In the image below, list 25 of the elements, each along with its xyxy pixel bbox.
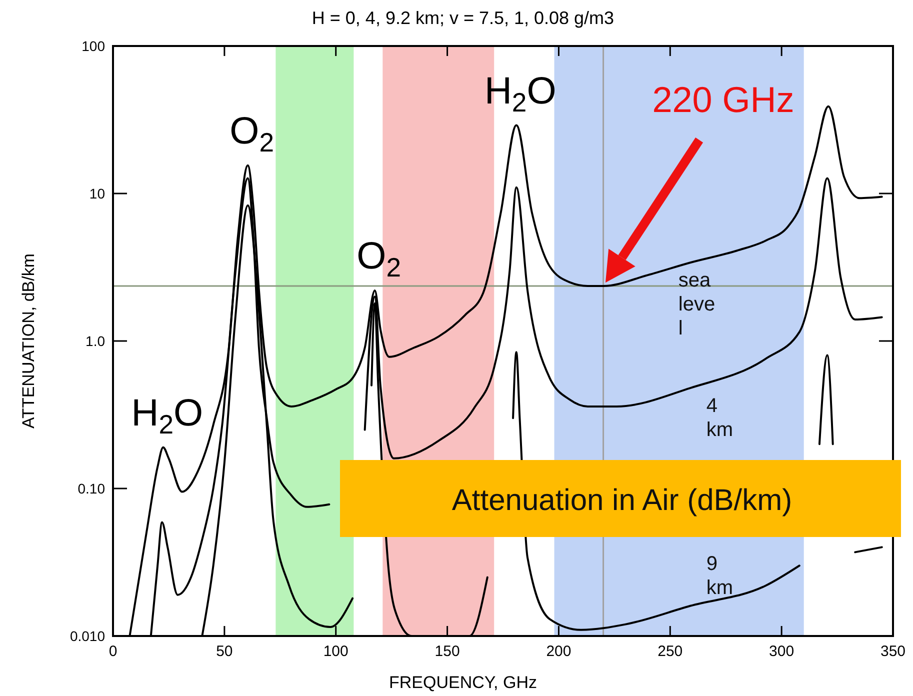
- y-axis-title: ATTENUATION, dB/km: [19, 253, 38, 429]
- chart-title: H = 0, 4, 9.2 km; v = 7.5, 1, 0.08 g/m3: [312, 8, 614, 28]
- series-label: 9 km: [706, 552, 734, 599]
- y-tick-label: 1.0: [86, 333, 106, 349]
- x-tick-label: 200: [546, 643, 572, 660]
- x-tick-label: 50: [216, 643, 233, 660]
- x-tick-label: 0: [108, 643, 118, 660]
- annotation: O$_{2}$: [356, 235, 402, 282]
- annotation: H$_{2}$O: [131, 392, 204, 440]
- annotation: O$_{2}$: [230, 110, 274, 158]
- y-tick-label: 0.010: [70, 628, 106, 644]
- x-axis-title: FREQUENCY, GHz: [389, 673, 537, 692]
- x-tick-label: 300: [769, 643, 794, 660]
- annotation: 220 GHz: [652, 79, 794, 120]
- annotation: H$_{2}$O: [484, 70, 556, 118]
- y-tick-label: 10: [89, 186, 106, 202]
- annotation: Attenuation in Air (dB/km): [452, 484, 792, 517]
- y-tick-label: 0.10: [78, 480, 106, 496]
- x-tick-label: 100: [323, 643, 348, 660]
- series-label: 4 km: [706, 395, 734, 442]
- x-tick-label: 350: [880, 643, 906, 660]
- x-tick-label: 250: [658, 643, 683, 660]
- series-label: sea level: [678, 270, 716, 340]
- x-tick-label: 150: [434, 643, 460, 660]
- y-tick-label: 100: [82, 38, 106, 54]
